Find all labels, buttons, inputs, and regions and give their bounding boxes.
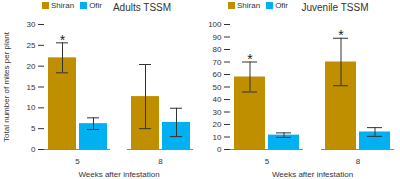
svg-text:5: 5 bbox=[31, 124, 36, 133]
html-text:Shiran: Shiran bbox=[51, 1, 75, 10]
svg-text:30: 30 bbox=[27, 20, 36, 29]
svg-text:*: * bbox=[338, 27, 344, 43]
svg-text:*: * bbox=[60, 32, 66, 48]
svg-text:*: * bbox=[247, 51, 253, 67]
html-text:Ofir: Ofir bbox=[275, 1, 288, 10]
svg-text:Weeks after infestation: Weeks after infestation bbox=[272, 170, 353, 179]
html-text:Adults TSSM: Adults TSSM bbox=[112, 2, 172, 13]
svg-text:15: 15 bbox=[27, 83, 36, 92]
svg-text:50: 50 bbox=[213, 83, 222, 92]
svg-text:0: 0 bbox=[217, 145, 222, 154]
svg-text:80: 80 bbox=[213, 45, 222, 54]
svg-text:5: 5 bbox=[75, 157, 80, 166]
svg-text:5: 5 bbox=[265, 157, 270, 166]
html-text:Shiran: Shiran bbox=[237, 1, 261, 10]
svg-text:25: 25 bbox=[27, 41, 36, 50]
svg-text:60: 60 bbox=[213, 70, 222, 79]
svg-text:0: 0 bbox=[31, 145, 36, 154]
svg-text:40: 40 bbox=[213, 95, 222, 104]
svg-text:Weeks after infestation: Weeks after infestation bbox=[78, 170, 159, 179]
svg-text:10: 10 bbox=[213, 133, 222, 142]
svg-text:8: 8 bbox=[356, 157, 361, 166]
svg-text:20: 20 bbox=[213, 120, 222, 129]
svg-text:70: 70 bbox=[213, 58, 222, 67]
html-text:Ofir: Ofir bbox=[89, 1, 102, 10]
svg-text:100: 100 bbox=[208, 20, 222, 29]
svg-text:90: 90 bbox=[213, 33, 222, 42]
svg-text:10: 10 bbox=[27, 103, 36, 112]
svg-text:20: 20 bbox=[27, 62, 36, 71]
svg-text:8: 8 bbox=[158, 157, 163, 166]
svg-text:30: 30 bbox=[213, 108, 222, 117]
html-text:Juvenile TSSM: Juvenile TSSM bbox=[301, 2, 369, 13]
svg-text:Total number of mites per plan: Total number of mites per plant bbox=[2, 31, 11, 142]
